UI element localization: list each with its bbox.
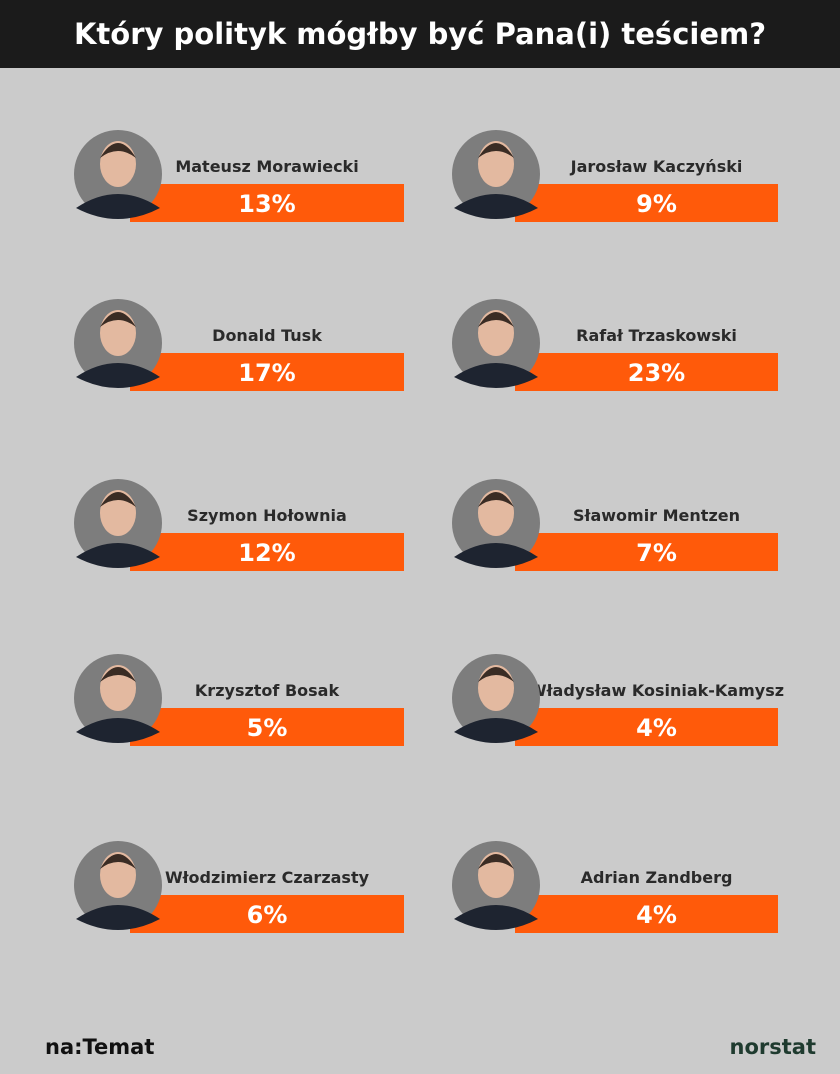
person-name: Mateusz Morawiecki [175,157,358,176]
person-name: Donald Tusk [212,326,322,345]
portrait-hair [478,854,514,869]
person-card: Sławomir Mentzen 7% [452,479,778,571]
portrait-body [76,905,160,930]
person-name: Włodzimierz Czarzasty [165,868,370,887]
portrait-hair [100,854,136,869]
share-label: 4% [636,901,677,929]
share-bar [515,895,778,933]
person-card: Włodzimierz Czarzasty 6% [74,841,404,933]
person-card: Władysław Kosiniak-Kamysz 4% [452,654,784,746]
portrait-hair [478,492,514,507]
person-card: Szymon Hołownia 12% [74,479,404,571]
portrait-hair [478,143,514,158]
share-label: 6% [247,901,288,929]
portrait-body [454,718,538,743]
share-bar [515,184,778,222]
portrait-body [454,194,538,219]
person-card: Donald Tusk 17% [74,299,404,391]
portrait-hair [478,667,514,682]
portrait-hair [100,143,136,158]
header-bar [0,0,840,68]
person-card: Adrian Zandberg 4% [452,841,778,933]
title: Który polityk mógłby być Pana(i) teściem… [74,17,766,51]
share-label: 4% [636,714,677,742]
person-name: Rafał Trzaskowski [576,326,737,345]
share-bar [515,708,778,746]
share-bar [130,708,404,746]
person-card: Mateusz Morawiecki 13% [74,130,404,222]
person-name: Szymon Hołownia [187,506,347,525]
portrait-body [454,905,538,930]
share-label: 17% [238,359,295,387]
items: Mateusz Morawiecki 13% Jarosław Kaczyński 9… [74,130,784,933]
share-label: 5% [247,714,288,742]
share-bar [130,533,404,571]
share-bar [130,895,404,933]
portrait-body [76,718,160,743]
share-label: 7% [636,539,677,567]
share-bar [130,184,404,222]
share-label: 9% [636,190,677,218]
person-name: Adrian Zandberg [581,868,733,887]
portrait-body [76,194,160,219]
portrait-body [76,363,160,388]
portrait-hair [100,492,136,507]
share-bar [130,353,404,391]
portrait-body [454,543,538,568]
portrait-body [454,363,538,388]
portrait-hair [478,312,514,327]
person-card: Rafał Trzaskowski 23% [452,299,778,391]
right-logo: norstat [730,1035,816,1059]
person-name: Jarosław Kaczyński [570,157,743,176]
share-label: 12% [238,539,295,567]
portrait-hair [100,667,136,682]
share-label: 13% [238,190,295,218]
person-card: Jarosław Kaczyński 9% [452,130,778,222]
left-logo: na:Temat [45,1035,154,1059]
person-card: Krzysztof Bosak 5% [74,654,404,746]
portrait-hair [100,312,136,327]
share-bar [515,533,778,571]
person-name: Władysław Kosiniak-Kamysz [529,681,784,700]
share-bar [515,353,778,391]
person-name: Sławomir Mentzen [573,506,740,525]
portrait-body [76,543,160,568]
person-name: Krzysztof Bosak [195,681,340,700]
share-label: 23% [628,359,685,387]
